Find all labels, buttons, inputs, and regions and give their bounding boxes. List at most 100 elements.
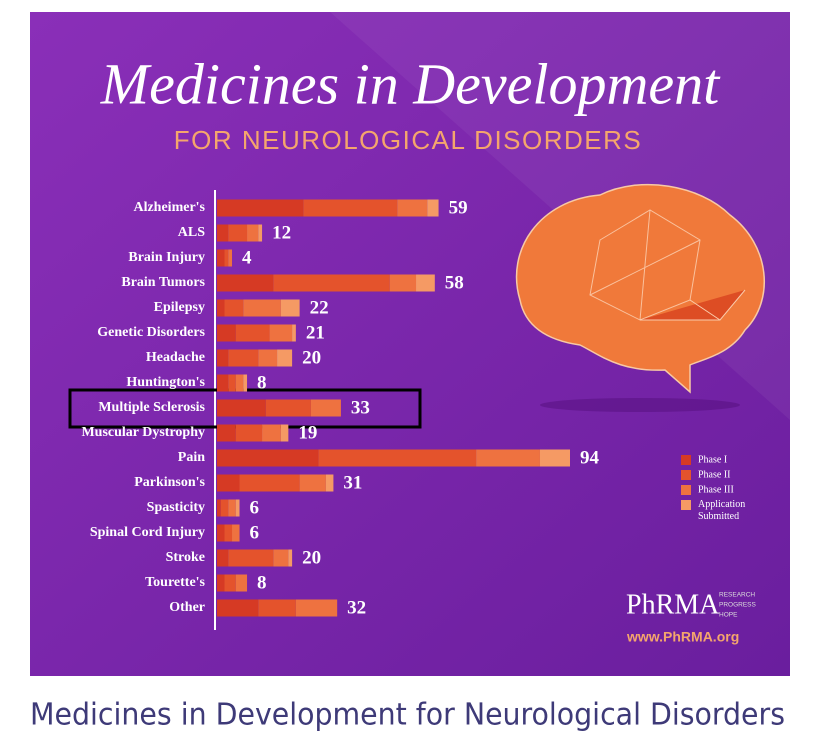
category-label: Brain Injury: [128, 250, 205, 265]
legend-swatch: [681, 470, 691, 480]
bar-segment: [243, 374, 248, 392]
bar-segment: [217, 374, 229, 392]
bar-segment: [228, 349, 259, 367]
bar-segment: [235, 499, 240, 517]
bar-segment: [217, 549, 229, 567]
brain-illustration: [515, 183, 765, 412]
bar-segment: [288, 549, 293, 567]
total-label: 6: [250, 497, 260, 518]
bar-segment: [217, 199, 304, 217]
category-label: Multiple Sclerosis: [98, 400, 205, 415]
bar-segment: [228, 549, 274, 567]
total-label: 59: [449, 197, 468, 218]
bar-segment: [303, 199, 398, 217]
total-label: 4: [242, 247, 252, 268]
bar-segment: [539, 449, 570, 467]
category-label: Other: [169, 600, 205, 615]
logo-name: PhRMA: [626, 589, 720, 620]
bar-segment: [235, 374, 244, 392]
logo-tagline: HOPE: [719, 612, 738, 619]
logo-tagline: PROGRESS: [719, 602, 757, 609]
bar-segment: [217, 324, 236, 342]
bar-segment: [224, 574, 236, 592]
legend-label: Phase I: [698, 454, 727, 465]
bar-segment: [235, 324, 270, 342]
category-label: Pain: [178, 450, 205, 465]
total-label: 19: [298, 422, 317, 443]
category-label: ALS: [178, 225, 205, 240]
bar-segment: [232, 524, 240, 542]
category-label: Huntington's: [126, 375, 205, 390]
bar-segment: [280, 424, 289, 442]
bar-segment: [325, 474, 334, 492]
bar-segment: [273, 274, 390, 292]
bar-segment: [217, 449, 319, 467]
total-label: 20: [302, 547, 321, 568]
legend-swatch: [681, 500, 691, 510]
bar-segment: [310, 399, 341, 417]
bar-segment: [389, 274, 417, 292]
logo-url: www.PhRMA.org: [626, 629, 739, 645]
bar-segment: [228, 249, 233, 267]
category-label: Parkinson's: [134, 475, 205, 490]
total-label: 6: [250, 522, 260, 543]
bar-segment: [217, 474, 240, 492]
legend-label: Phase II: [698, 469, 731, 480]
bar-segment: [217, 274, 274, 292]
bar-segment: [217, 224, 229, 242]
logo-tagline: RESEARCH: [719, 592, 755, 599]
category-label: Brain Tumors: [121, 275, 205, 290]
total-label: 31: [343, 472, 362, 493]
category-label: Genetic Disorders: [97, 325, 205, 340]
bar-segment: [280, 299, 300, 317]
category-label: Epilepsy: [154, 300, 205, 315]
bar-segment: [262, 424, 281, 442]
bar-segment: [258, 224, 263, 242]
total-label: 20: [302, 347, 321, 368]
bar-segment: [217, 574, 225, 592]
subtitle: FOR NEUROLOGICAL DISORDERS: [174, 125, 643, 155]
bar-segment: [318, 449, 477, 467]
legend-swatch: [681, 455, 691, 465]
bar-segment: [416, 274, 435, 292]
category-label: Spasticity: [147, 500, 205, 515]
bar-segment: [235, 424, 263, 442]
bar-segment: [397, 199, 428, 217]
total-label: 33: [351, 397, 370, 418]
bar-segment: [224, 249, 229, 267]
bar-segment: [239, 474, 300, 492]
total-label: 94: [580, 447, 600, 468]
bar-segment: [273, 549, 289, 567]
bar-segment: [217, 599, 259, 617]
logo: PhRMA RESEARCH PROGRESS HOPE www.PhRMA.o…: [626, 589, 757, 644]
bar-segment: [247, 224, 259, 242]
bar-segment: [228, 224, 248, 242]
bar-segment: [292, 324, 296, 342]
category-label: Alzheimer's: [133, 200, 205, 215]
total-label: 22: [310, 297, 329, 318]
caption: Medicines in Development for Neurologica…: [30, 698, 785, 733]
bar-segment: [243, 299, 281, 317]
category-label: Stroke: [166, 550, 205, 565]
total-label: 8: [257, 372, 267, 393]
bar-segment: [235, 574, 248, 592]
bar-segment: [258, 349, 278, 367]
total-label: 21: [306, 322, 325, 343]
bar-segment: [224, 299, 244, 317]
bar-segment: [277, 349, 293, 367]
total-label: 58: [445, 272, 464, 293]
total-label: 12: [272, 222, 291, 243]
category-label: Spinal Cord Injury: [90, 525, 205, 540]
bar-segment: [217, 499, 221, 517]
bar-segment: [217, 249, 225, 267]
total-label: 32: [347, 597, 366, 618]
bar-segment: [217, 299, 225, 317]
bar-segment: [217, 399, 266, 417]
bar-segment: [476, 449, 540, 467]
bar-segment: [228, 374, 236, 392]
bar-segment: [224, 524, 233, 542]
bar-segment: [217, 349, 229, 367]
bar-segment: [299, 474, 326, 492]
